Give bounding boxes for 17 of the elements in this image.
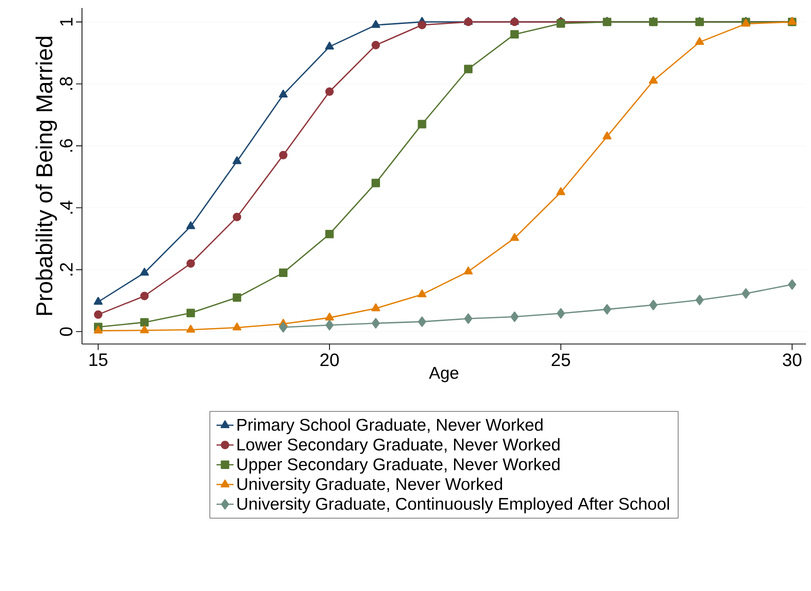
y-tick-label: .2 <box>60 263 72 276</box>
legend-label: Primary School Graduate, Never Worked <box>238 418 543 434</box>
x-axis-title: Age <box>428 367 458 382</box>
y-axis-title: Probability of Being Married <box>36 36 57 315</box>
legend-label: University Graduate, Never Worked <box>237 478 502 494</box>
legend-label: Lower Secondary Graduate, Never Worked <box>238 438 560 454</box>
legend-label: Upper Secondary Graduate, Never Worked <box>237 458 560 474</box>
x-tick-label: 25 <box>552 354 570 366</box>
legend-label: University Graduate, Continuously Employed After School <box>237 497 669 514</box>
y-tick-label: .4 <box>60 200 72 214</box>
y-tick-label: 1 <box>60 18 72 26</box>
x-tick-label: 20 <box>320 354 339 366</box>
y-tick-label: .8 <box>60 77 72 90</box>
x-tick-label: 30 <box>782 354 802 366</box>
x-tick-label: 15 <box>90 354 108 366</box>
y-tick-label: 0 <box>60 327 72 336</box>
y-tick-label: .6 <box>60 139 72 152</box>
